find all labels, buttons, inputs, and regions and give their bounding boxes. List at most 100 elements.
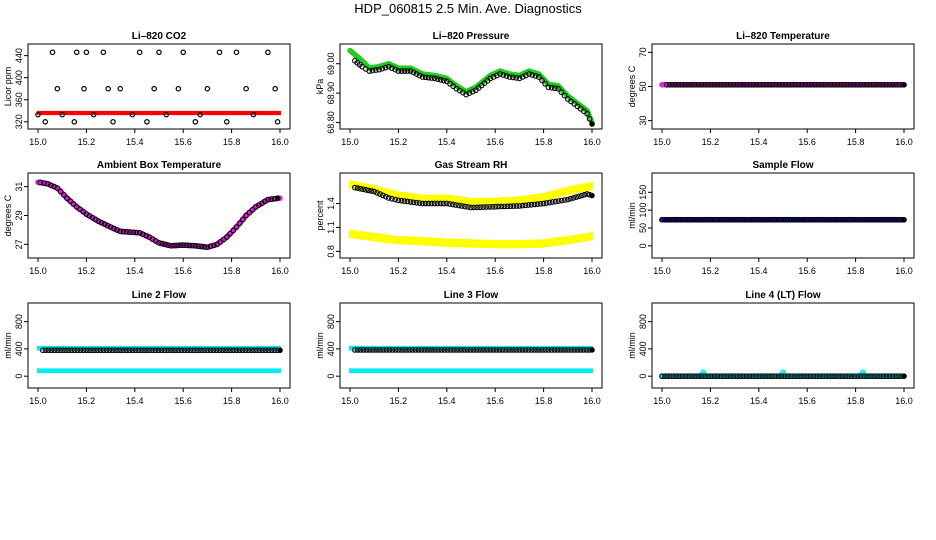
data-point — [871, 216, 878, 223]
data-point — [106, 347, 113, 354]
data-point — [765, 81, 771, 88]
data-point — [443, 200, 450, 207]
data-point — [376, 66, 382, 73]
data-point — [670, 216, 677, 223]
data-point — [883, 81, 890, 88]
data-point — [456, 202, 462, 209]
data-point — [682, 216, 689, 223]
data-point — [138, 347, 145, 354]
data-point — [511, 347, 517, 353]
series-band-cyan — [349, 368, 593, 374]
data-point — [175, 347, 182, 354]
y-tick-label: 29 — [14, 210, 24, 220]
panel-title: Line 4 (LT) Flow — [745, 290, 821, 301]
data-point — [531, 201, 538, 208]
data-point — [799, 373, 805, 380]
data-point — [385, 195, 392, 201]
x-tick-label: 15.2 — [78, 266, 96, 276]
data-point — [874, 373, 881, 380]
data-point — [673, 216, 680, 223]
data-point — [666, 81, 673, 88]
y-tick-label: 440 — [14, 48, 24, 63]
data-point — [42, 347, 49, 354]
series-band-cyan — [37, 368, 281, 374]
data-point — [688, 216, 695, 223]
data-point — [490, 347, 497, 353]
data-point — [570, 195, 577, 201]
data-point — [163, 111, 170, 118]
data-point — [516, 75, 523, 82]
data-point — [193, 347, 199, 354]
data-point — [849, 81, 855, 88]
data-point — [51, 183, 57, 190]
data-point — [825, 373, 832, 380]
data-point — [86, 347, 92, 354]
x-tick-label: 15.4 — [438, 396, 456, 406]
data-point — [513, 347, 520, 353]
data-point — [77, 347, 84, 354]
data-point — [389, 195, 395, 202]
data-point — [545, 347, 552, 353]
data-point — [428, 200, 435, 207]
data-point — [404, 68, 411, 74]
data-point — [407, 199, 414, 205]
data-point — [101, 221, 108, 228]
data-point — [57, 188, 64, 195]
y-tick-label: 400 — [326, 341, 336, 356]
data-point — [690, 81, 696, 88]
data-point — [476, 347, 483, 353]
data-point — [776, 81, 783, 88]
data-point — [369, 67, 376, 74]
data-point — [386, 347, 393, 353]
data-point — [773, 81, 780, 88]
data-point — [589, 192, 595, 199]
data-point — [714, 216, 721, 223]
data-point — [447, 347, 454, 353]
data-point — [459, 347, 465, 353]
data-point — [869, 216, 875, 223]
data-point — [105, 85, 111, 92]
data-point — [103, 347, 110, 354]
data-point — [742, 81, 748, 88]
data-point — [845, 216, 852, 223]
y-axis-label: degrees C — [627, 65, 637, 107]
data-point — [697, 216, 703, 223]
data-point — [498, 203, 505, 210]
data-point — [57, 347, 64, 354]
x-tick-label: 15.8 — [223, 266, 241, 276]
data-point — [178, 347, 185, 354]
data-point — [892, 216, 899, 223]
data-point — [67, 198, 74, 204]
y-tick-label: 50 — [638, 223, 648, 233]
data-point — [473, 347, 480, 353]
y-tick-label: 68.80 — [326, 111, 336, 134]
data-point — [863, 216, 869, 223]
data-point — [699, 216, 706, 223]
data-point — [379, 65, 386, 72]
data-point — [49, 49, 56, 56]
data-point — [762, 81, 769, 88]
data-point — [817, 81, 823, 88]
data-point — [184, 347, 191, 354]
data-point — [694, 373, 700, 380]
data-point — [430, 347, 436, 353]
data-point — [837, 81, 844, 88]
data-point — [392, 196, 399, 203]
data-point — [778, 373, 785, 380]
data-point — [201, 244, 208, 250]
data-point — [854, 81, 861, 88]
data-point — [272, 85, 278, 92]
data-point — [513, 75, 520, 81]
data-point — [446, 201, 453, 207]
data-point — [895, 216, 902, 223]
data-point — [522, 202, 529, 209]
x-tick-label: 15.4 — [750, 266, 768, 276]
data-point — [822, 373, 829, 380]
data-point — [477, 204, 483, 211]
data-point — [180, 242, 187, 248]
data-point — [813, 216, 820, 223]
data-point — [366, 68, 373, 74]
data-point — [210, 347, 217, 354]
data-point — [360, 186, 366, 193]
